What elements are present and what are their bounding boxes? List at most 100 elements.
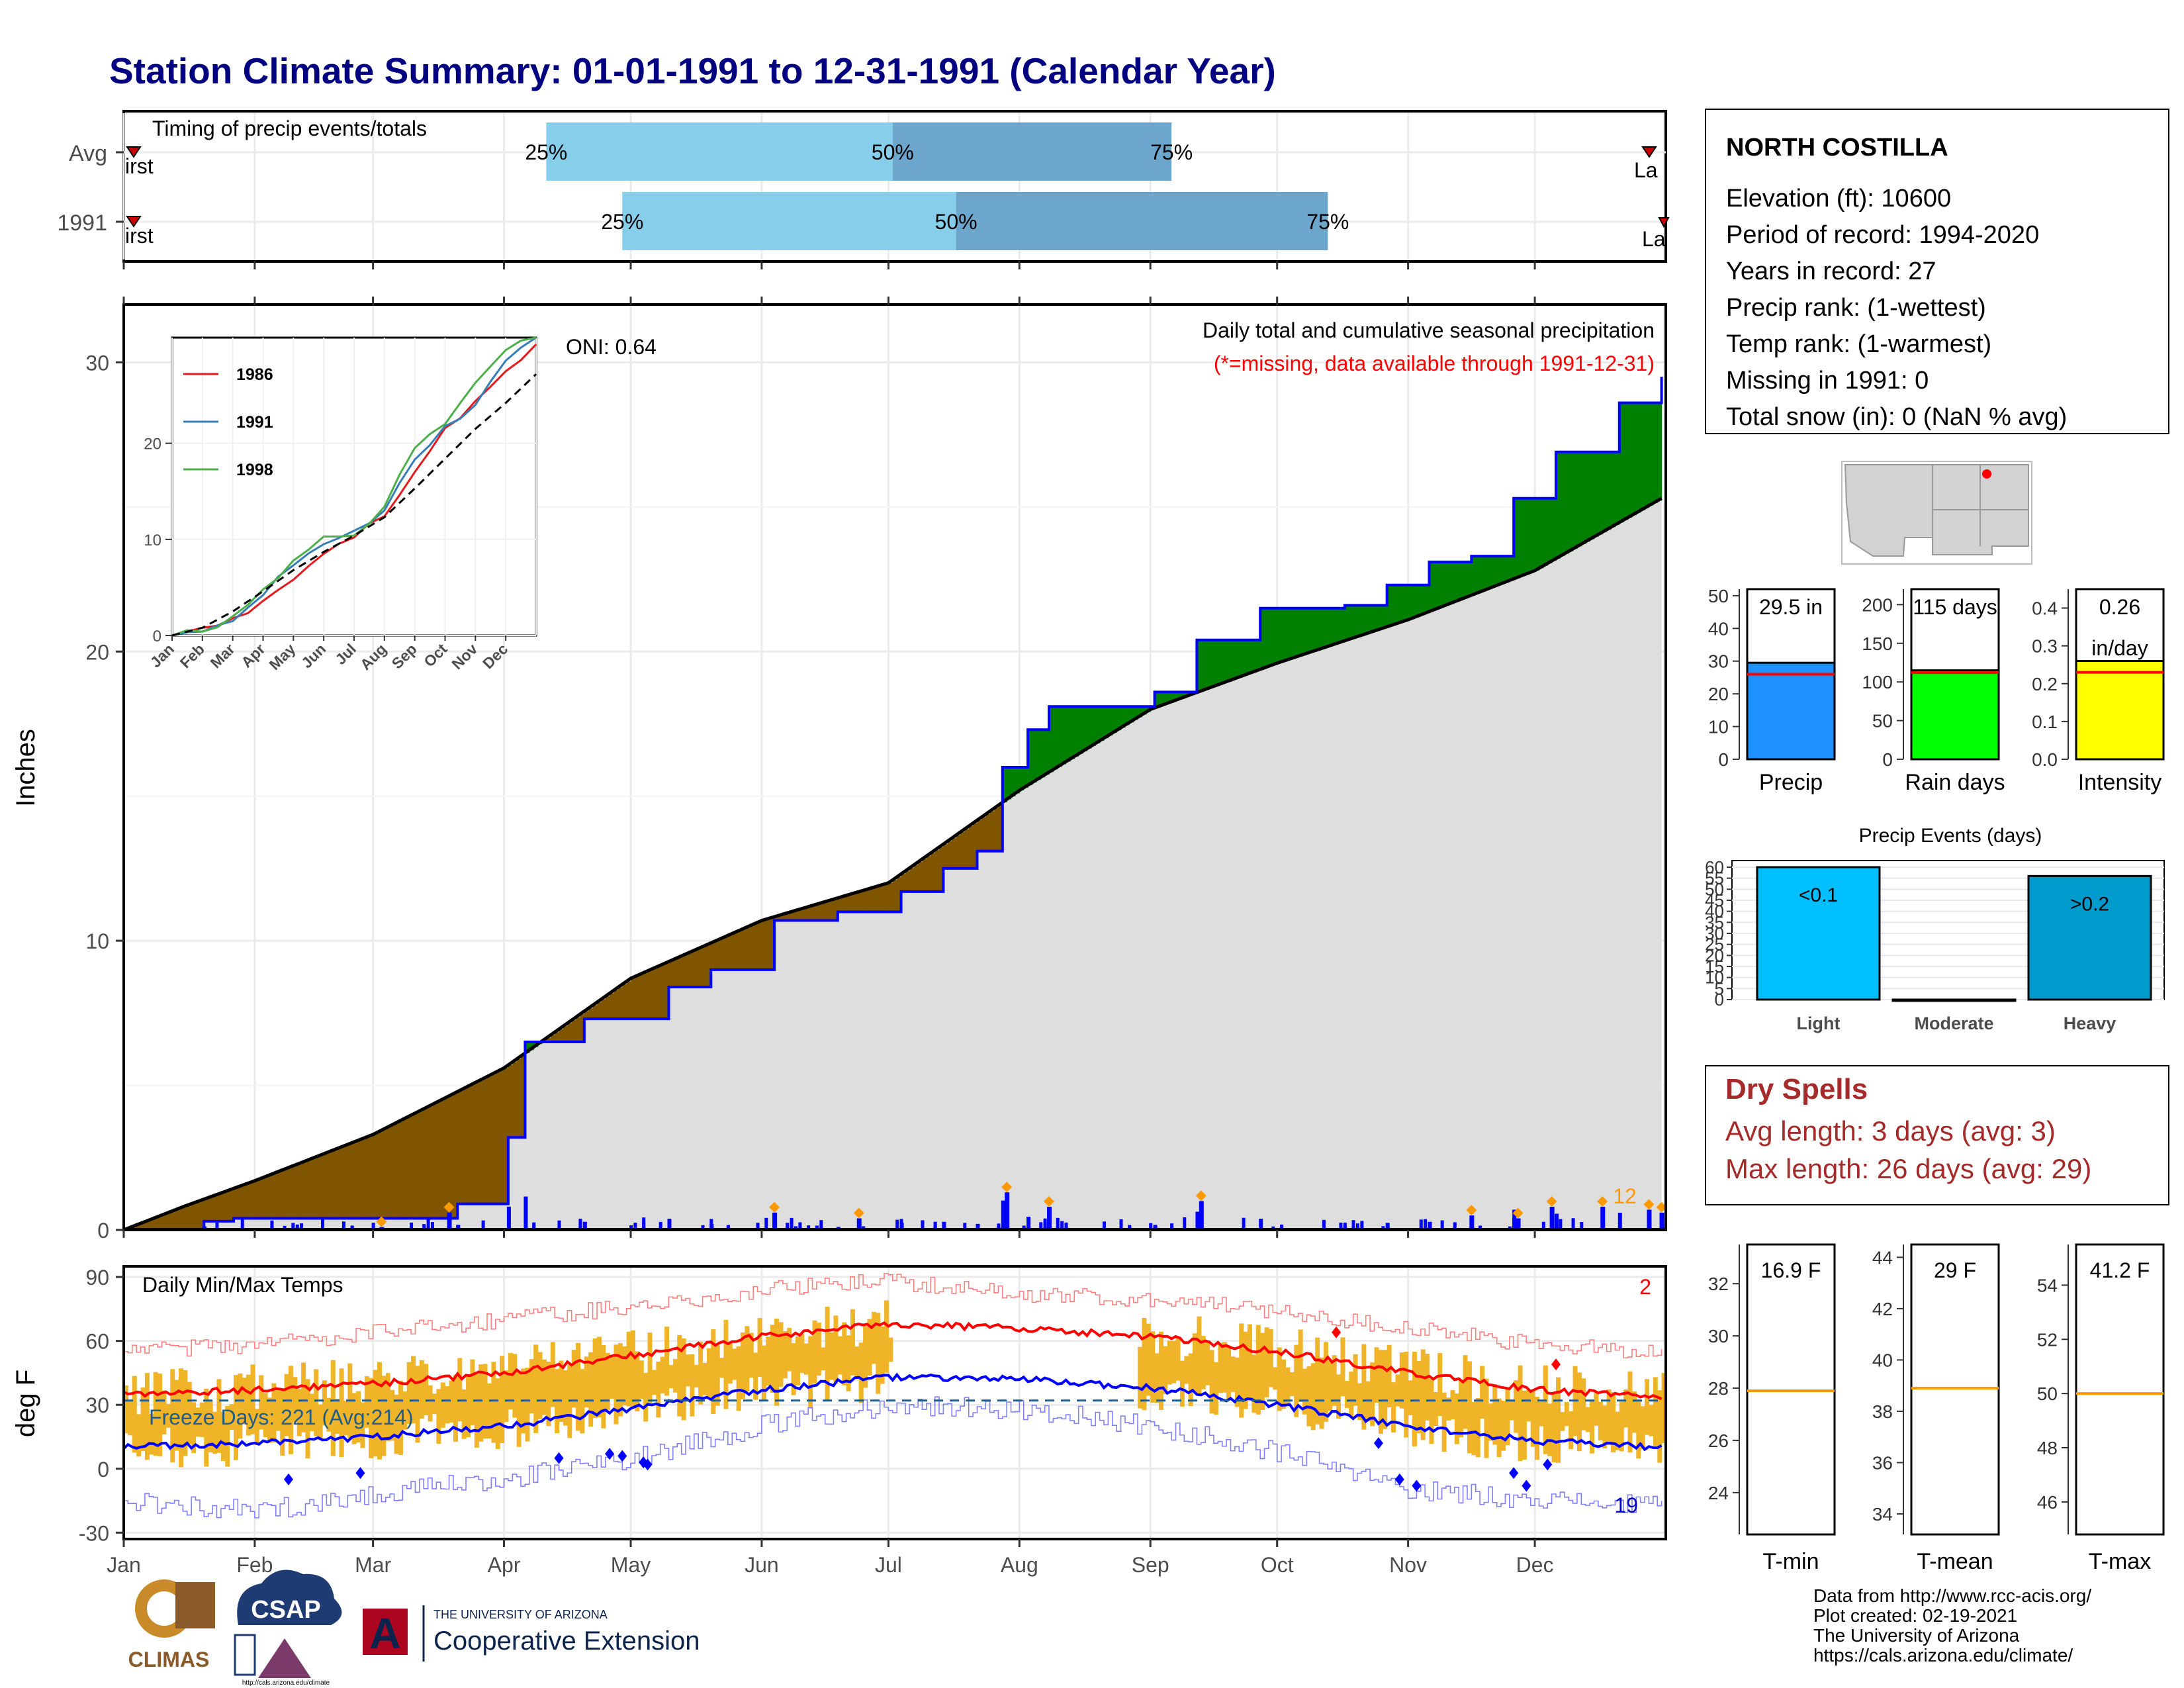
record-low-marker xyxy=(1509,1467,1519,1479)
above-avg-fill xyxy=(1036,729,1041,780)
daily-precip-bar xyxy=(295,1224,299,1230)
daily-temp-bar xyxy=(1446,1397,1451,1421)
daily-precip-bar xyxy=(1428,1224,1432,1230)
inset-series-line-1986 xyxy=(171,344,537,637)
below-avg-fill xyxy=(158,1217,163,1230)
daily-temp-bar xyxy=(808,1336,813,1409)
above-avg-fill xyxy=(1124,706,1130,726)
daily-temp-bar xyxy=(525,1368,530,1442)
above-avg-fill xyxy=(1340,608,1345,643)
daily-temp-bar xyxy=(288,1366,293,1454)
station-info-line: Elevation (ft): 10600 xyxy=(1726,185,1951,212)
above-avg-fill xyxy=(1581,451,1586,544)
below-avg-fill xyxy=(419,1111,424,1219)
below-avg-fill xyxy=(470,1085,475,1204)
above-avg-fill xyxy=(525,1042,530,1053)
daily-temp-bar xyxy=(660,1356,665,1393)
above-avg-fill xyxy=(1319,608,1324,649)
above-avg-fill xyxy=(1576,451,1582,547)
daily-temp-bar xyxy=(1518,1365,1523,1462)
daily-temp-bar xyxy=(1268,1329,1273,1387)
daily-precip-bar xyxy=(1149,1223,1153,1230)
below-avg-fill xyxy=(406,1117,412,1219)
below-avg-fill xyxy=(508,1064,513,1138)
daily-temp-bar xyxy=(1459,1380,1464,1438)
daily-temp-bar xyxy=(711,1329,716,1415)
above-avg-fill xyxy=(1530,498,1535,573)
below-avg-fill xyxy=(850,894,855,912)
above-avg-fill xyxy=(1395,585,1400,624)
daily-temp-bar xyxy=(411,1356,416,1424)
daily-temp-bar xyxy=(698,1341,704,1405)
record-low-marker xyxy=(643,1458,653,1471)
daily-temp-bar xyxy=(1281,1359,1287,1409)
daily-temp-bar xyxy=(812,1320,817,1384)
daily-precip-bar xyxy=(933,1225,937,1230)
above-avg-fill xyxy=(1627,402,1633,518)
university-name: THE UNIVERSITY OF ARIZONA xyxy=(433,1608,608,1621)
daily-temp-bar xyxy=(1649,1405,1654,1436)
above-avg-fill xyxy=(1281,608,1287,662)
daily-precip-bar xyxy=(1280,1224,1284,1230)
daily-temp-bar xyxy=(195,1407,201,1437)
record-low-marker xyxy=(355,1467,365,1479)
above-avg-fill xyxy=(1103,706,1109,739)
daily-temp-bar xyxy=(1370,1362,1375,1427)
temp-ylabel: deg F xyxy=(11,1370,40,1437)
below-avg-fill xyxy=(457,1092,463,1204)
below-avg-fill xyxy=(757,922,762,970)
temp-ytick-label: 60 xyxy=(85,1330,109,1354)
daily-temp-bar xyxy=(1433,1392,1438,1426)
daily-temp-bar xyxy=(723,1319,729,1409)
daily-temp-bar xyxy=(1661,1373,1666,1444)
station-info-line: Precip rank: (1-wettest) xyxy=(1726,294,1986,322)
below-avg-fill xyxy=(601,999,606,1019)
above-avg-fill xyxy=(1095,706,1101,743)
daily-temp-bar xyxy=(132,1376,137,1453)
last-event-marker xyxy=(1658,217,1670,228)
above-avg-fill xyxy=(1509,556,1514,581)
daily-temp-bar xyxy=(1564,1402,1569,1427)
below-avg-fill xyxy=(901,874,906,892)
precip-ytick-label: 10 xyxy=(85,929,109,953)
daily-temp-bar xyxy=(1184,1356,1189,1384)
daily-temp-bar xyxy=(541,1359,547,1415)
below-avg-fill xyxy=(144,1221,150,1230)
record-low-marker xyxy=(283,1473,293,1485)
above-avg-fill xyxy=(1328,608,1333,647)
daily-precip-bar xyxy=(1242,1217,1246,1230)
below-avg-fill xyxy=(284,1169,289,1219)
daily-precip-bar xyxy=(1440,1220,1444,1230)
daily-temp-bar xyxy=(449,1380,454,1423)
below-avg-fill xyxy=(314,1157,319,1219)
below-avg-fill xyxy=(486,1076,492,1204)
daily-temp-bar xyxy=(301,1362,306,1432)
daily-precip-bar xyxy=(1659,1212,1664,1230)
daily-precip-max-marker xyxy=(376,1216,387,1227)
daily-temp-bar xyxy=(440,1382,445,1428)
daily-precip-bar xyxy=(997,1223,1001,1230)
dry-spells-title: Dry Spells xyxy=(1725,1073,1868,1105)
above-avg-fill xyxy=(1454,561,1459,602)
events-ytick-label: 55 xyxy=(1705,868,1724,888)
daily-temp-bar xyxy=(1404,1351,1409,1438)
daily-precip-bar xyxy=(240,1219,244,1230)
below-avg-fill xyxy=(622,984,627,1019)
below-avg-fill xyxy=(238,1186,243,1219)
daily-temp-bar xyxy=(1383,1350,1388,1429)
university-logo: A THE UNIVERSITY OF ARIZONA Cooperative … xyxy=(363,1605,700,1662)
record-high-marker xyxy=(1551,1358,1561,1371)
daily-temp-bar xyxy=(610,1354,615,1399)
temp-ytick-label: 0 xyxy=(97,1458,109,1481)
precip-ytick-label: 0 xyxy=(97,1219,109,1243)
daily-temp-bar xyxy=(504,1370,509,1423)
daily-temp-bar xyxy=(271,1383,277,1442)
daily-temp-bar xyxy=(529,1359,534,1414)
mini-bar-ytick-label: 30 xyxy=(1708,651,1729,672)
above-avg-fill xyxy=(1044,729,1050,775)
above-avg-fill xyxy=(1496,556,1502,586)
daily-precip-bar xyxy=(1153,1225,1158,1230)
daily-temp-bar xyxy=(1243,1331,1248,1409)
timing-pct-label: 50% xyxy=(935,210,978,234)
record-low-marker xyxy=(605,1448,615,1460)
